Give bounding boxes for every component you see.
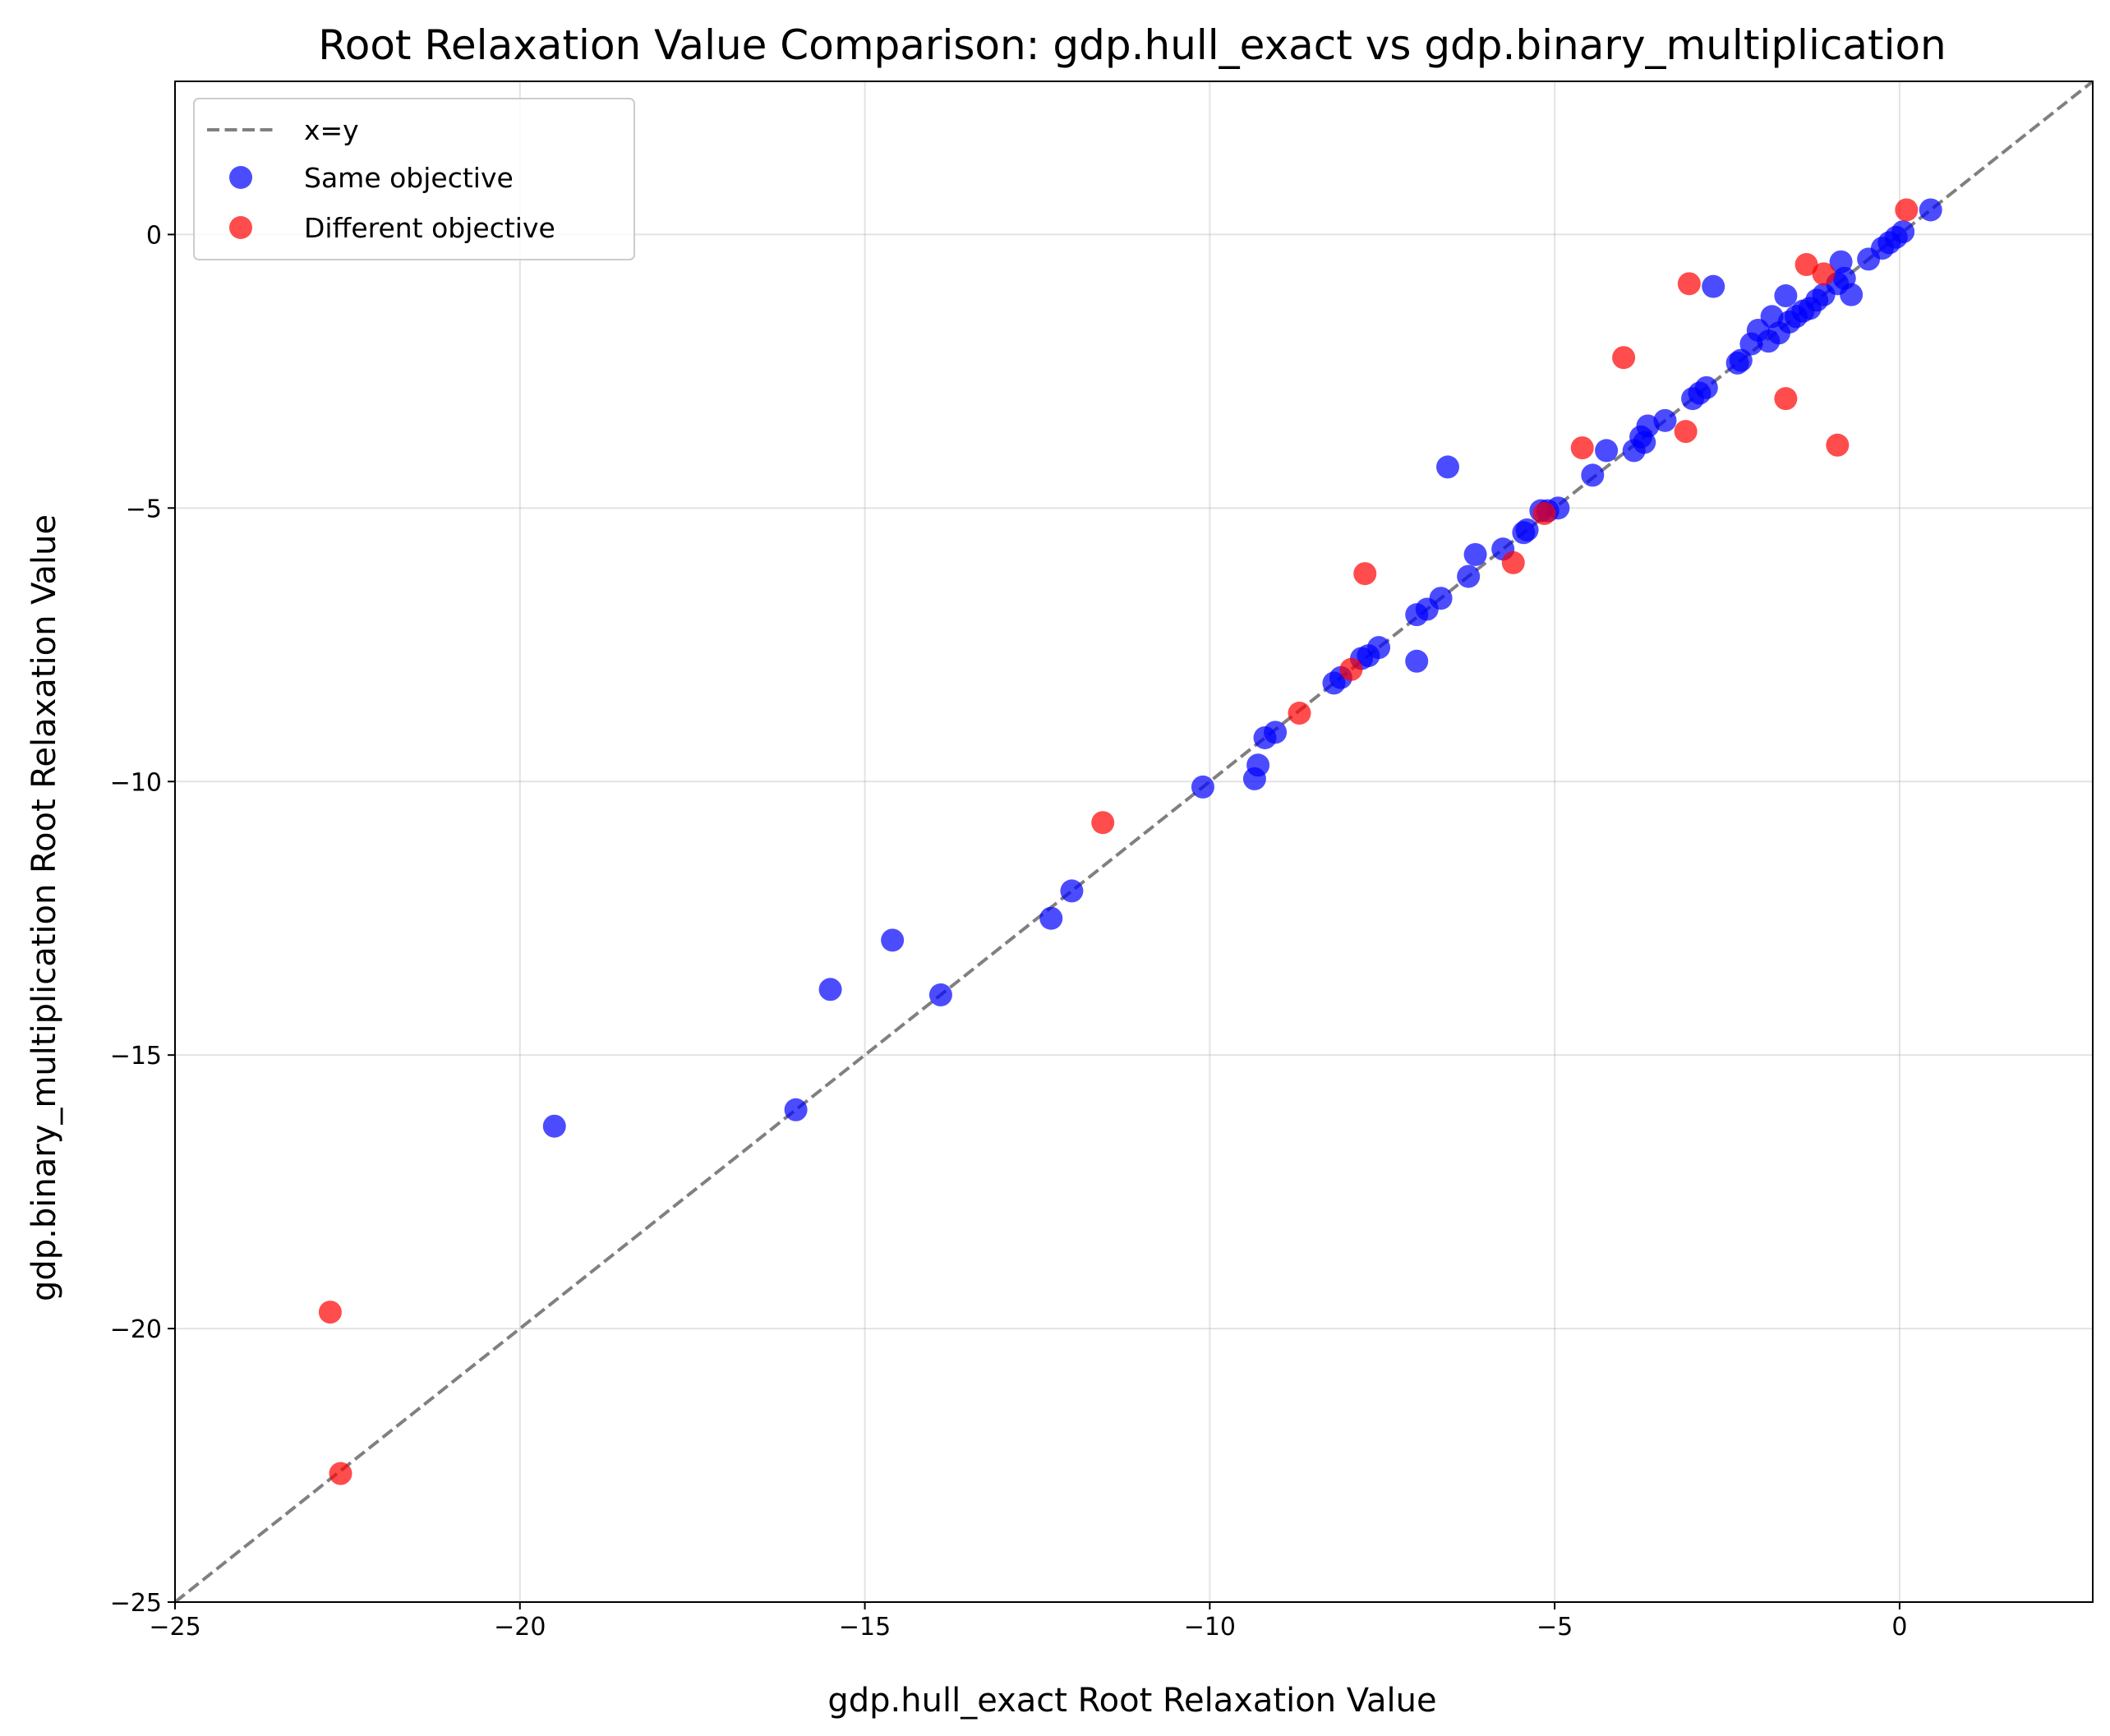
y-tick-label: −20 bbox=[110, 1315, 162, 1344]
data-point-same-objective bbox=[881, 928, 905, 952]
data-point-same-objective bbox=[1919, 198, 1942, 222]
data-point-different-objective bbox=[1794, 253, 1818, 277]
data-point-same-objective bbox=[1264, 721, 1288, 744]
legend-marker-same-objective bbox=[229, 166, 252, 189]
legend-box bbox=[193, 98, 635, 260]
data-point-same-objective bbox=[928, 983, 952, 1006]
data-point-same-objective bbox=[1595, 439, 1619, 463]
data-point-same-objective bbox=[1694, 375, 1718, 399]
data-point-same-objective bbox=[1515, 518, 1539, 541]
data-point-same-objective bbox=[1891, 220, 1915, 244]
data-point-different-objective bbox=[1091, 811, 1115, 835]
plot-area-frame bbox=[174, 81, 2094, 1603]
data-point-different-objective bbox=[1812, 262, 1836, 286]
data-point-same-objective bbox=[1729, 348, 1753, 372]
x-tick-label: −5 bbox=[1536, 1613, 1573, 1642]
x-axis-label: gdp.hull_exact Root Relaxation Value bbox=[827, 1682, 1436, 1720]
y-axis-label: gdp.binary_multiplication Root Relaxatio… bbox=[25, 514, 63, 1301]
y-tick-label: −25 bbox=[110, 1589, 162, 1618]
chart-title: Root Relaxation Value Comparison: gdp.hu… bbox=[318, 21, 1946, 69]
data-point-same-objective bbox=[1191, 775, 1214, 799]
y-tick-label: −15 bbox=[110, 1042, 162, 1071]
data-point-different-objective bbox=[329, 1462, 352, 1485]
data-point-different-objective bbox=[1612, 346, 1636, 370]
data-point-same-objective bbox=[1246, 753, 1270, 777]
data-point-different-objective bbox=[1339, 657, 1363, 681]
data-point-same-objective bbox=[784, 1098, 808, 1121]
data-point-same-objective bbox=[1429, 587, 1453, 610]
data-point-same-objective bbox=[1840, 283, 1864, 306]
y-tick-label: −5 bbox=[126, 495, 162, 523]
data-point-different-objective bbox=[1288, 702, 1311, 725]
data-point-different-objective bbox=[1674, 420, 1698, 444]
data-point-same-objective bbox=[1405, 649, 1429, 673]
data-point-different-objective bbox=[1895, 198, 1919, 222]
legend-label-different-objective: Different objective bbox=[304, 212, 555, 244]
data-point-same-objective bbox=[1581, 463, 1605, 487]
data-point-same-objective bbox=[1463, 542, 1487, 566]
data-point-same-objective bbox=[818, 978, 842, 1002]
y-tick-label: 0 bbox=[146, 221, 162, 250]
x-tick-label: −10 bbox=[1184, 1613, 1236, 1642]
data-point-different-objective bbox=[318, 1301, 342, 1324]
x-tick-label: −25 bbox=[149, 1613, 200, 1642]
legend-marker-different-objective bbox=[229, 216, 252, 239]
data-point-same-objective bbox=[1702, 274, 1725, 298]
grid-lines bbox=[174, 81, 2093, 1603]
x-axis-ticks: −25 −20 −15 −10 −5 0 bbox=[149, 1602, 1907, 1642]
data-point-different-objective bbox=[1774, 387, 1798, 411]
x-tick-label: −15 bbox=[839, 1613, 891, 1642]
data-point-different-objective bbox=[1501, 550, 1525, 574]
data-points bbox=[318, 198, 1942, 1485]
y-tick-label: −10 bbox=[110, 768, 162, 797]
legend-label-same-objective: Same objective bbox=[304, 162, 514, 194]
y-axis-ticks: −25 −20 −15 −10 −5 0 bbox=[110, 221, 175, 1618]
legend: x=y Same objective Different objective bbox=[193, 98, 635, 260]
data-point-different-objective bbox=[1570, 436, 1594, 460]
data-point-same-objective bbox=[542, 1114, 566, 1138]
x-tick-label: 0 bbox=[1891, 1613, 1907, 1642]
data-point-same-objective bbox=[1436, 455, 1460, 479]
data-point-same-objective bbox=[1039, 906, 1063, 930]
legend-label-reference-line: x=y bbox=[304, 114, 359, 146]
data-point-different-objective bbox=[1826, 433, 1850, 457]
data-point-same-objective bbox=[1367, 636, 1391, 660]
data-point-same-objective bbox=[1653, 408, 1677, 432]
data-point-different-objective bbox=[1353, 562, 1377, 586]
x-tick-label: −20 bbox=[494, 1613, 546, 1642]
data-point-different-objective bbox=[1677, 272, 1701, 296]
data-point-same-objective bbox=[1060, 879, 1084, 903]
data-point-same-objective bbox=[1774, 284, 1798, 308]
data-point-different-objective bbox=[1532, 502, 1556, 526]
data-point-same-objective bbox=[1457, 564, 1481, 588]
